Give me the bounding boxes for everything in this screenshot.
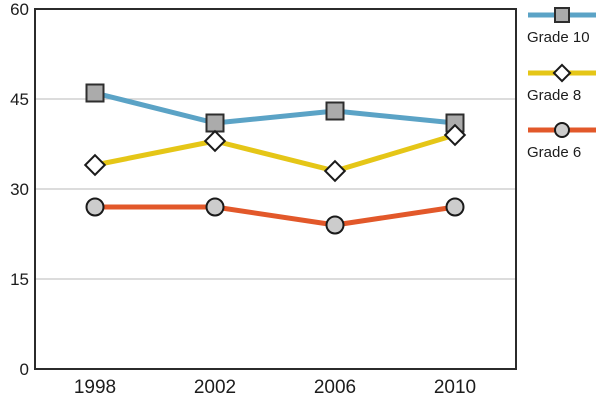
legend-item-grade-10: Grade 10 (524, 2, 600, 46)
x-axis-tick-label: 2006 (314, 377, 356, 398)
legend-item-grade-6: Grade 6 (524, 117, 600, 161)
marker-grade-8 (83, 153, 107, 177)
legend-label: Grade 8 (527, 87, 582, 104)
series-line-grade-10 (94, 90, 456, 126)
x-axis-tick-label: 2010 (434, 377, 476, 398)
legend-swatch-grade-10-icon (528, 7, 596, 23)
y-axis-tick-label: 0 (20, 360, 29, 379)
legend-label: Grade 6 (527, 144, 582, 161)
legend-marker (552, 63, 572, 83)
marker-grade-8 (203, 129, 227, 153)
y-axis-tick-label: 45 (10, 90, 29, 109)
x-axis-tick-label: 1998 (74, 377, 116, 398)
marker-grade-8 (443, 123, 467, 147)
x-axis-tick-label: 2002 (194, 377, 236, 398)
marker-grade-8 (323, 159, 347, 183)
marker-grade-6 (445, 197, 465, 217)
legend-marker (554, 7, 570, 23)
series-line-grade-6 (95, 204, 456, 228)
legend-marker (554, 122, 570, 138)
legend-swatch-grade-6-icon (528, 122, 596, 138)
legend: Grade 10 Grade 8 Grade 6 (524, 0, 600, 180)
legend-swatch-grade-8-icon (528, 63, 596, 83)
marker-grade-6 (325, 215, 345, 235)
marker-grade-6 (205, 197, 225, 217)
y-axis-tick-label: 60 (10, 0, 29, 19)
plot-border (34, 8, 517, 370)
series-line-grade-8 (94, 132, 456, 174)
marker-grade-10 (205, 113, 225, 133)
y-axis-tick-label: 15 (10, 270, 29, 289)
marker-grade-10 (85, 83, 105, 103)
legend-item-grade-8: Grade 8 (524, 60, 600, 104)
marker-grade-6 (85, 197, 105, 217)
marker-grade-10 (325, 101, 345, 121)
y-axis-tick-label: 30 (10, 180, 29, 199)
legend-label: Grade 10 (527, 29, 590, 46)
